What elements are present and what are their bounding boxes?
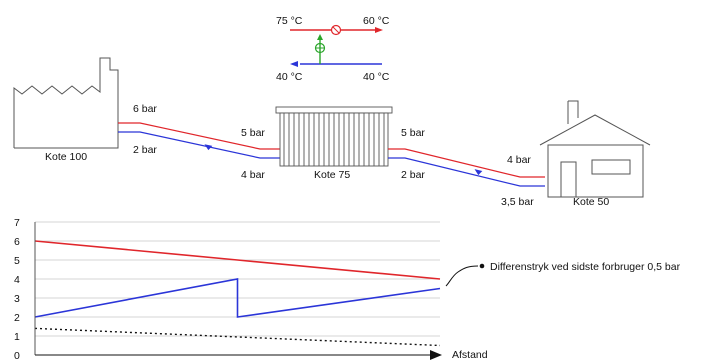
radiator-icon xyxy=(275,106,393,167)
series-supply xyxy=(34,240,441,280)
y-tick-label: 7 xyxy=(14,217,20,229)
label-house-supply: 4 bar xyxy=(507,154,531,166)
pipe-return-1 xyxy=(118,131,280,159)
y-tick-label: 2 xyxy=(14,312,20,324)
series-terrain xyxy=(34,327,441,347)
factory-name: Kote 100 xyxy=(45,151,87,163)
consumer-name: Kote 75 xyxy=(314,169,350,181)
inset-temp-bottom-right: 40 °C xyxy=(363,71,390,83)
annotation-connector xyxy=(445,265,479,287)
pump-icon xyxy=(314,42,326,54)
label-house-return: 3,5 bar xyxy=(501,196,534,208)
label-consumer-out-supply: 5 bar xyxy=(401,127,425,139)
x-axis-arrow xyxy=(430,350,442,360)
inset-temp-bottom-left: 40 °C xyxy=(276,71,303,83)
y-tick-label: 6 xyxy=(14,236,20,248)
chart-series xyxy=(34,240,441,347)
inset-return-arrow xyxy=(290,61,298,67)
label-factory-supply: 6 bar xyxy=(133,103,157,115)
return-arrow-1 xyxy=(204,144,213,151)
label-consumer-in-return: 4 bar xyxy=(241,169,265,181)
x-axis-label: Afstand xyxy=(452,349,488,361)
pipe-supply-2 xyxy=(388,148,545,178)
temperature-inset: 75 °C 60 °C 40 °C 40 °C xyxy=(276,15,390,83)
house-name: Kote 50 xyxy=(573,196,609,208)
factory-icon xyxy=(13,57,119,149)
y-tick-label: 0 xyxy=(14,350,20,361)
annotation-text: Differenstryk ved sidste forbruger 0,5 b… xyxy=(490,261,681,273)
label-consumer-in-supply: 5 bar xyxy=(241,127,265,139)
house-icon xyxy=(539,100,651,198)
y-tick-label: 1 xyxy=(14,331,20,343)
pump-riser-arrow xyxy=(317,34,323,40)
annotation-dot xyxy=(479,263,485,269)
valve-icon xyxy=(330,24,342,36)
y-tick-label: 5 xyxy=(14,255,20,267)
inset-temp-top-right: 60 °C xyxy=(363,15,390,27)
label-factory-return: 2 bar xyxy=(133,144,157,156)
pressure-chart: 0 1 2 3 4 5 6 7 Afstand Differenstryk ved sidst… xyxy=(14,217,681,361)
pipe-return-2 xyxy=(388,157,545,187)
inset-supply-arrow xyxy=(375,27,383,33)
series-return xyxy=(34,278,441,318)
pipe-supply-1 xyxy=(118,122,280,150)
y-tick-label: 4 xyxy=(14,274,20,286)
inset-temp-top-left: 75 °C xyxy=(276,15,303,27)
annotation: Differenstryk ved sidste forbruger 0,5 b… xyxy=(445,261,681,287)
label-consumer-out-return: 2 bar xyxy=(401,169,425,181)
y-tick-label: 3 xyxy=(14,293,20,305)
return-arrow-2 xyxy=(474,169,483,176)
chart-y-ticks: 0 1 2 3 4 5 6 7 xyxy=(14,217,20,361)
